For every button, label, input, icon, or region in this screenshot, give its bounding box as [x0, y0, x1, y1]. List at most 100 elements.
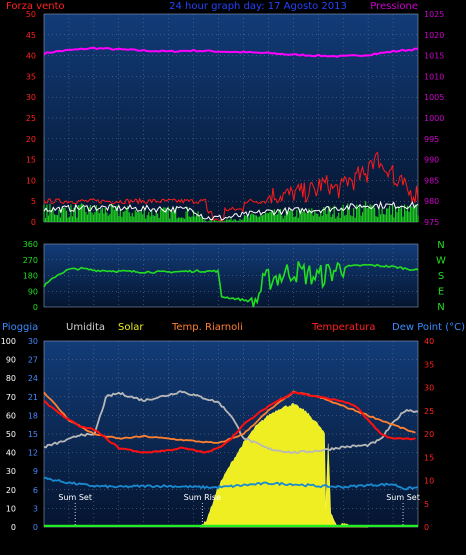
wind-average-line	[43, 200, 419, 221]
time-tick-label: 14	[288, 537, 298, 546]
time-tick-label: 00	[114, 537, 124, 546]
pressure-tick-label: 1000	[424, 114, 444, 123]
temperature-line	[43, 391, 416, 454]
legend-dew-point: Dew Point (°C)	[392, 322, 465, 333]
time-tick-label: 22	[388, 537, 398, 546]
rain-tick-label: 30	[6, 467, 16, 476]
temperature-tick-label: 0	[424, 523, 429, 532]
temperature-tick-label: 15	[424, 453, 434, 462]
humidity-tick-label: 0	[33, 523, 38, 532]
wind-direction-axis: 0 90 180 270 360	[23, 240, 38, 312]
rain-tick-label: 50	[6, 430, 16, 439]
humidity-tick-label: 12	[28, 449, 38, 458]
wind-direction-series	[43, 261, 419, 308]
pressure-tick-label: 985	[424, 176, 439, 185]
rain-tick-label: 20	[6, 486, 16, 495]
pressure-line	[43, 46, 419, 58]
rain-tick-label: 40	[6, 449, 16, 458]
compass-label: E	[438, 287, 444, 298]
sun-annotation-label: Sum Rise	[184, 493, 221, 502]
humidity-tick-label: 15	[28, 430, 38, 439]
time-tick-label: 12	[263, 230, 273, 239]
sun-annotation-label: Sum Set	[58, 493, 92, 502]
time-tick-label: 16	[313, 537, 323, 546]
rain-tick-label: 80	[6, 374, 16, 383]
direction-tick-label: 180	[23, 272, 38, 281]
wind-tick-label: 25	[26, 114, 36, 123]
time-tick-label: 14	[288, 230, 298, 239]
wind-force-axis: 0 5 10 15 20 25 30 35 40 45 50	[26, 10, 36, 227]
humidity-tick-label: 21	[28, 393, 38, 402]
humidity-tick-label: 27	[28, 356, 38, 365]
wind-tick-label: 50	[26, 10, 36, 19]
rain-bar	[44, 524, 418, 527]
time-tick-label: 06	[189, 230, 199, 239]
time-tick-label: 00	[413, 230, 423, 239]
compass-label: S	[438, 271, 444, 282]
rain-tick-label: 70	[6, 393, 16, 402]
time-tick-label: 04	[164, 537, 174, 546]
time-tick-label: 20	[363, 230, 373, 239]
wind-direction-grid	[44, 244, 418, 307]
rain-tick-label: 0	[11, 523, 16, 532]
rain-tick-label: 10	[6, 504, 16, 513]
wind-tick-label: 5	[31, 197, 36, 206]
time-tick-label: 08	[213, 537, 223, 546]
time-tick-label: 22	[89, 230, 99, 239]
humidity-tick-label: 24	[28, 374, 38, 383]
direction-tick-label: 0	[33, 303, 38, 312]
rain-axis: 0 10 20 30 40 50 60 70 80 90 100	[1, 337, 16, 532]
time-tick-label: 10	[238, 230, 248, 239]
temperature-tick-label: 10	[424, 477, 434, 486]
graph-title: 24 hour graph day: 17 Agosto 2013	[169, 1, 347, 12]
rain-tick-label: 100	[1, 337, 16, 346]
direction-tick-label: 90	[28, 287, 38, 296]
temperature-tick-label: 40	[424, 337, 434, 346]
time-tick-label: 02	[139, 537, 149, 546]
wind-tick-label: 0	[31, 218, 36, 227]
compass-label: N	[437, 240, 444, 251]
wind-force-label: Forza vento	[6, 1, 65, 12]
temperature-tick-label: 20	[424, 430, 434, 439]
pressure-tick-label: 1025	[424, 10, 444, 19]
time-tick-label: 18	[338, 537, 348, 546]
humidity-tick-label: 18	[28, 411, 38, 420]
legend-temperature: Temperatura	[311, 322, 376, 333]
time-tick-label: 02	[139, 230, 149, 239]
rain-tick-label: 60	[6, 411, 16, 420]
time-tick-label: 16	[313, 230, 323, 239]
wind-direction-plot-area	[43, 243, 419, 308]
time-tick-label: 06	[189, 537, 199, 546]
temperature-tick-label: 35	[424, 360, 434, 369]
wind-pressure-grid	[44, 14, 418, 222]
direction-tick-label: 270	[23, 256, 38, 265]
humidity-tick-label: 6	[33, 486, 38, 495]
pressure-label: Pressione	[370, 1, 418, 12]
sun-annotations: Sum Set Sum Rise Sum Set	[58, 493, 420, 527]
pressure-tick-label: 975	[424, 218, 439, 227]
humidity-axis: 0 3 6 9 12 15 18 21 24 27 30	[28, 337, 38, 532]
wind-tick-label: 15	[26, 156, 36, 165]
time-tick-label: 20	[363, 537, 373, 546]
dew-point-line	[43, 476, 419, 491]
pressure-tick-label: 990	[424, 156, 439, 165]
wind-direction-line	[43, 261, 419, 308]
time-tick-label: 08	[213, 230, 223, 239]
wind-tick-label: 20	[26, 135, 36, 144]
legend-solar: Solar	[118, 322, 144, 333]
humidity-tick-label: 30	[28, 337, 38, 346]
compass-label: N	[437, 302, 444, 313]
legend-rain: Pioggia	[2, 322, 38, 333]
time-tick-label: 12	[263, 537, 273, 546]
time-tick-label: 22	[89, 537, 99, 546]
time-tick-label: 20	[64, 537, 74, 546]
pressure-tick-label: 1010	[424, 72, 444, 81]
temperature-tick-label: 25	[424, 407, 434, 416]
time-tick-label: 22	[388, 230, 398, 239]
wind-tick-label: 30	[26, 93, 36, 102]
pressure-tick-label: 980	[424, 197, 439, 206]
